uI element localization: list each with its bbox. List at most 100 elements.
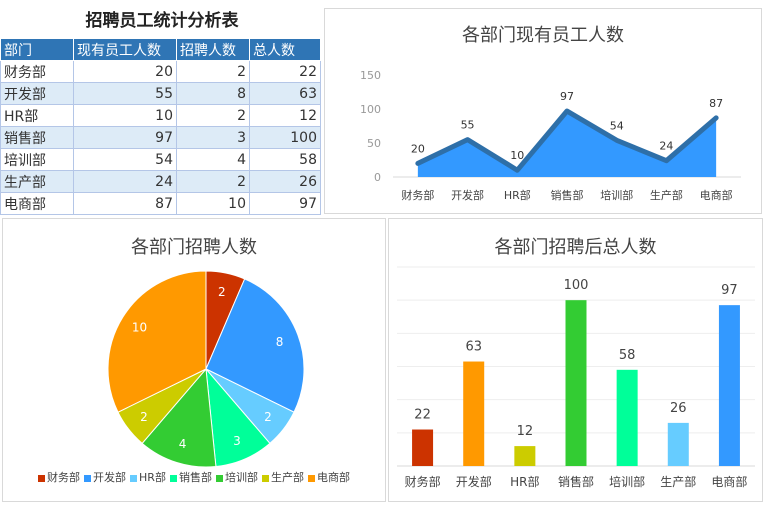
cell-recruit[interactable]: 4 [176, 148, 250, 171]
cell-current[interactable]: 54 [73, 148, 177, 171]
cell-total[interactable]: 12 [249, 104, 321, 127]
pie-chart-svg: 2 8 2 3 4 2 10 [107, 270, 305, 468]
pie-legend-label: 生产部 [270, 471, 304, 484]
pie-legend: 财务部 开发部 HR部 销售部 培训部 生产部 电商部 [3, 469, 385, 485]
area-data-label: 54 [610, 119, 624, 132]
pie-legend-item: 培训部 [215, 471, 258, 484]
table-row: 培训部 54 4 58 [0, 148, 321, 171]
bar-data-label: 22 [414, 408, 431, 423]
pie-legend-item: 电商部 [307, 471, 350, 484]
area-y-tick: 0 [374, 171, 381, 184]
pie-legend-item: 销售部 [169, 471, 212, 484]
bar-chart-svg: 22 财务部 63 开发部 12 HR部 100 销售部 58 培训部 26 生产部 97 电商部 [397, 266, 755, 489]
area-x-tick: 电商部 [700, 188, 733, 202]
header-total[interactable]: 总人数 [249, 38, 321, 61]
cell-recruit[interactable]: 10 [176, 192, 250, 215]
area-chart-title: 各部门现有员工人数 [462, 25, 624, 46]
bar-data-label: 97 [721, 283, 738, 298]
area-chart-svg: 0 50 100 150 20 财务部 55 开发部 10 HR部 97 销售部 54 培训部 24 生产部 8… [360, 69, 741, 202]
cell-dept[interactable]: 开发部 [0, 82, 74, 105]
pie-chart-title: 各部门招聘人数 [131, 237, 257, 258]
table-header-row: 部门 现有员工人数 招聘人数 总人数 [0, 38, 321, 61]
pie-data-label: 10 [132, 321, 147, 335]
cell-total[interactable]: 63 [249, 82, 321, 105]
area-x-tick: 开发部 [451, 188, 484, 202]
area-x-tick: 财务部 [401, 188, 434, 202]
table-row: 电商部 87 10 97 [0, 192, 321, 215]
area-x-tick: 销售部 [551, 188, 584, 202]
area-x-tick: 培训部 [600, 188, 633, 202]
pie-legend-label: 财务部 [47, 471, 81, 484]
area-fill [417, 111, 717, 177]
bar-data-label: 58 [619, 348, 636, 363]
cell-current[interactable]: 55 [73, 82, 177, 105]
cell-total[interactable]: 97 [249, 192, 321, 215]
bar [667, 422, 689, 466]
cell-dept[interactable]: 培训部 [0, 148, 74, 171]
bar-x-tick: 开发部 [456, 474, 492, 489]
cell-current[interactable]: 24 [73, 170, 177, 193]
cell-recruit[interactable]: 2 [176, 104, 250, 127]
cell-current[interactable]: 10 [73, 104, 177, 127]
bar-x-tick: 销售部 [558, 474, 594, 489]
legend-swatch [261, 474, 269, 482]
pie-legend-label: 开发部 [93, 471, 127, 484]
area-data-label: 20 [411, 142, 425, 155]
cell-total[interactable]: 58 [249, 148, 321, 171]
cell-total[interactable]: 100 [249, 126, 321, 149]
table-row: HR部 10 2 12 [0, 104, 321, 127]
header-recruit[interactable]: 招聘人数 [176, 38, 250, 61]
pie-slice [141, 367, 217, 468]
header-current[interactable]: 现有员工人数 [73, 38, 177, 61]
pie-data-label: 3 [233, 434, 241, 448]
area-data-label: 97 [560, 90, 574, 103]
cell-current[interactable]: 97 [73, 126, 177, 149]
pie-data-label: 8 [276, 335, 284, 349]
cell-recruit[interactable]: 2 [176, 60, 250, 83]
cell-recruit[interactable]: 8 [176, 82, 250, 105]
bar-data-label: 100 [564, 278, 589, 293]
recruit-pie-chart[interactable]: 各部门招聘人数 2 8 2 3 4 2 10 财务部 开发部 HR部 销售部 培训部 生产部 电商部 [2, 218, 386, 502]
sheet-title: 招聘员工统计分析表 [85, 11, 239, 31]
pie-legend-label: 销售部 [178, 471, 212, 484]
pie-legend-item: 财务部 [38, 471, 80, 484]
cell-recruit[interactable]: 3 [176, 126, 250, 149]
bar-x-tick: 生产部 [660, 474, 696, 489]
area-series-line [415, 108, 719, 173]
cell-dept[interactable]: 生产部 [0, 170, 74, 193]
legend-swatch [84, 474, 92, 482]
cell-dept[interactable]: 财务部 [0, 60, 74, 83]
area-y-tick: 100 [360, 103, 381, 116]
bar [565, 300, 587, 466]
bar [616, 369, 638, 466]
header-dept[interactable]: 部门 [0, 38, 74, 61]
cell-dept[interactable]: 电商部 [0, 192, 74, 215]
cell-current[interactable]: 20 [73, 60, 177, 83]
pie-slice [107, 270, 207, 413]
pie-data-label: 4 [179, 437, 187, 451]
pie-data-label: 2 [264, 410, 272, 424]
pie-legend-item: 生产部 [261, 471, 304, 484]
bar [514, 446, 536, 466]
cell-dept[interactable]: HR部 [0, 104, 74, 127]
pie-legend-label: 电商部 [316, 471, 350, 484]
area-x-tick: 生产部 [650, 188, 683, 202]
table-row: 销售部 97 3 100 [0, 126, 321, 149]
area-data-label: 87 [709, 97, 723, 110]
total-bar-chart[interactable]: 各部门招聘后总人数 22 财务部 63 开发部 12 HR部 100 销售部 58 培训部 26 生产… [388, 218, 763, 502]
bar-x-tick: 财务部 [405, 474, 441, 489]
bar-x-tick: 电商部 [711, 474, 747, 489]
cell-recruit[interactable]: 2 [176, 170, 250, 193]
current-staff-chart[interactable]: 各部门现有员工人数 0 50 100 150 20 财务部 55 开发部 10 HR部 97 销售部 5… [324, 8, 762, 214]
legend-swatch [38, 474, 46, 482]
cell-total[interactable]: 22 [249, 60, 321, 83]
cell-total[interactable]: 26 [249, 170, 321, 193]
legend-swatch [215, 474, 223, 482]
pie-legend-item: HR部 [130, 471, 166, 484]
area-y-tick: 50 [367, 137, 381, 150]
area-y-tick: 150 [360, 69, 381, 82]
data-table: 部门 现有员工人数 招聘人数 总人数 财务部 20 2 22 开发部 55 8 63 HR部 10… [0, 38, 321, 215]
cell-dept[interactable]: 销售部 [0, 126, 74, 149]
pie-data-label: 2 [218, 285, 226, 299]
cell-current[interactable]: 87 [73, 192, 177, 215]
